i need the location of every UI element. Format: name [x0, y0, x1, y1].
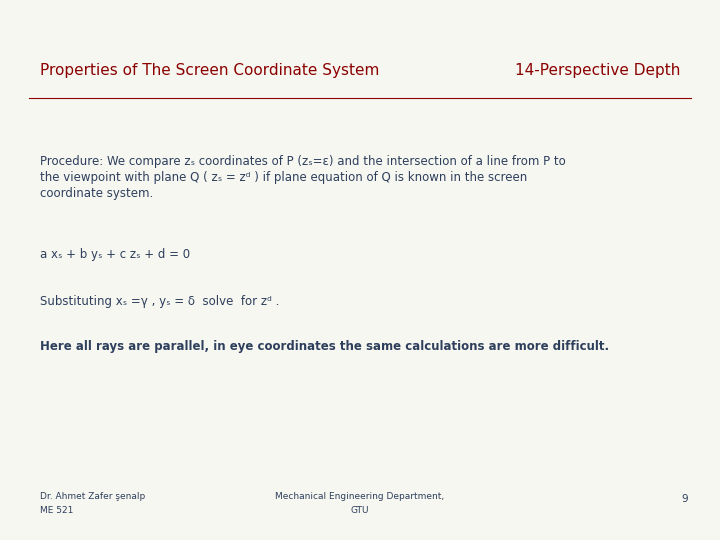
Text: Here all rays are parallel, in eye coordinates the same calculations are more di: Here all rays are parallel, in eye coord…	[40, 340, 608, 353]
Text: Mechanical Engineering Department,: Mechanical Engineering Department,	[276, 492, 444, 501]
Text: a xₛ + b yₛ + c zₛ + d = 0: a xₛ + b yₛ + c zₛ + d = 0	[40, 248, 190, 261]
Text: 14-Perspective Depth: 14-Perspective Depth	[515, 63, 680, 78]
Text: coordinate system.: coordinate system.	[40, 187, 153, 200]
Text: Dr. Ahmet Zafer şenalp: Dr. Ahmet Zafer şenalp	[40, 492, 145, 501]
Text: Properties of The Screen Coordinate System: Properties of The Screen Coordinate Syst…	[40, 63, 379, 78]
Text: Procedure: We compare zₛ coordinates of P (zₛ=ε) and the intersection of a line : Procedure: We compare zₛ coordinates of …	[40, 155, 565, 168]
Text: the viewpoint with plane Q ( zₛ = zᵈ ) if plane equation of Q is known in the sc: the viewpoint with plane Q ( zₛ = zᵈ ) i…	[40, 171, 527, 184]
Text: GTU: GTU	[351, 506, 369, 515]
Text: ME 521: ME 521	[40, 506, 73, 515]
Text: Substituting xₛ =γ , yₛ = δ  solve  for zᵈ .: Substituting xₛ =γ , yₛ = δ solve for zᵈ…	[40, 295, 279, 308]
Text: 9: 9	[681, 494, 688, 504]
